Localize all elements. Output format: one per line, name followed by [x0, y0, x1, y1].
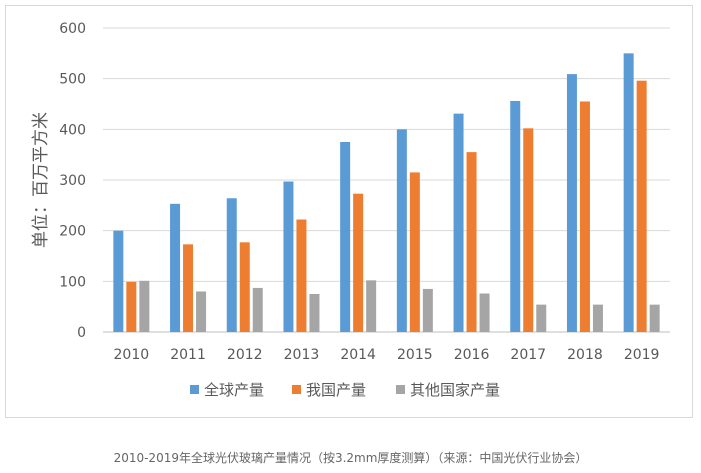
bar [636, 80, 647, 333]
bar [113, 230, 124, 332]
x-tick-label: 2019 [624, 347, 660, 363]
bar [536, 304, 547, 332]
bar [239, 242, 250, 332]
x-tick-label: 2017 [510, 347, 546, 363]
y-tick-label: 400 [59, 122, 86, 138]
bar [353, 193, 364, 332]
legend-entry: 全球产量 [190, 381, 264, 399]
bar [649, 304, 660, 332]
x-tick-label: 2016 [454, 347, 490, 363]
x-axis-ticks: 2010 2011 2012 2013 2014 2015 2016 2017 2018 2019 [114, 347, 660, 363]
y-tick-label: 200 [59, 224, 86, 240]
y-tick-label: 600 [59, 21, 86, 37]
bar [523, 128, 534, 332]
bar [510, 100, 521, 333]
bar [466, 152, 477, 332]
bar [422, 288, 433, 332]
legend-label: 其他国家产量 [410, 381, 500, 399]
figure-caption: 2010-2019年全球光伏玻璃产量情况（按3.2mm厚度测算）（来源：中国光伏… [113, 451, 588, 465]
bar [283, 181, 294, 332]
bar [579, 101, 590, 332]
bar [409, 172, 420, 332]
x-tick-label: 2011 [170, 347, 206, 363]
bar [196, 291, 207, 332]
bar [139, 280, 150, 332]
legend-entry: 其他国家产量 [396, 381, 500, 399]
bar [183, 244, 194, 332]
legend: 全球产量 我国产量 其他国家产量 [190, 381, 500, 399]
bar [309, 294, 320, 332]
legend-entry: 我国产量 [292, 381, 366, 399]
x-tick-label: 2012 [227, 347, 263, 363]
x-tick-label: 2013 [284, 347, 320, 363]
bar [566, 74, 577, 333]
y-axis-ticks: 0 100 200 300 400 500 600 [59, 21, 86, 341]
y-tick-label: 0 [77, 325, 86, 341]
y-axis-label: 单位：百万平方米 [31, 112, 51, 248]
legend-label: 我国产量 [306, 381, 366, 399]
bar [296, 219, 307, 332]
legend-swatch [190, 385, 199, 394]
bar [226, 198, 237, 332]
bar [366, 280, 377, 332]
x-tick-label: 2010 [114, 347, 150, 363]
legend-swatch [292, 385, 301, 394]
x-tick-label: 2015 [397, 347, 433, 363]
legend-label: 全球产量 [204, 381, 264, 399]
y-tick-label: 100 [59, 274, 86, 290]
bar [453, 113, 464, 332]
y-tick-label: 500 [59, 72, 86, 88]
bar [623, 53, 634, 332]
bar [396, 129, 407, 332]
bar [479, 293, 490, 332]
x-tick-label: 2018 [567, 347, 603, 363]
bars [113, 53, 660, 333]
bar [126, 281, 137, 332]
bar [252, 287, 263, 332]
bar-chart: 0 100 200 300 400 500 600 2010 2011 2012 2013 2014… [31, 21, 670, 399]
x-tick-label: 2014 [340, 347, 376, 363]
bar [170, 203, 181, 332]
y-tick-label: 300 [59, 173, 86, 189]
legend-swatch [396, 385, 405, 394]
bar [592, 304, 603, 332]
bar [340, 142, 351, 332]
